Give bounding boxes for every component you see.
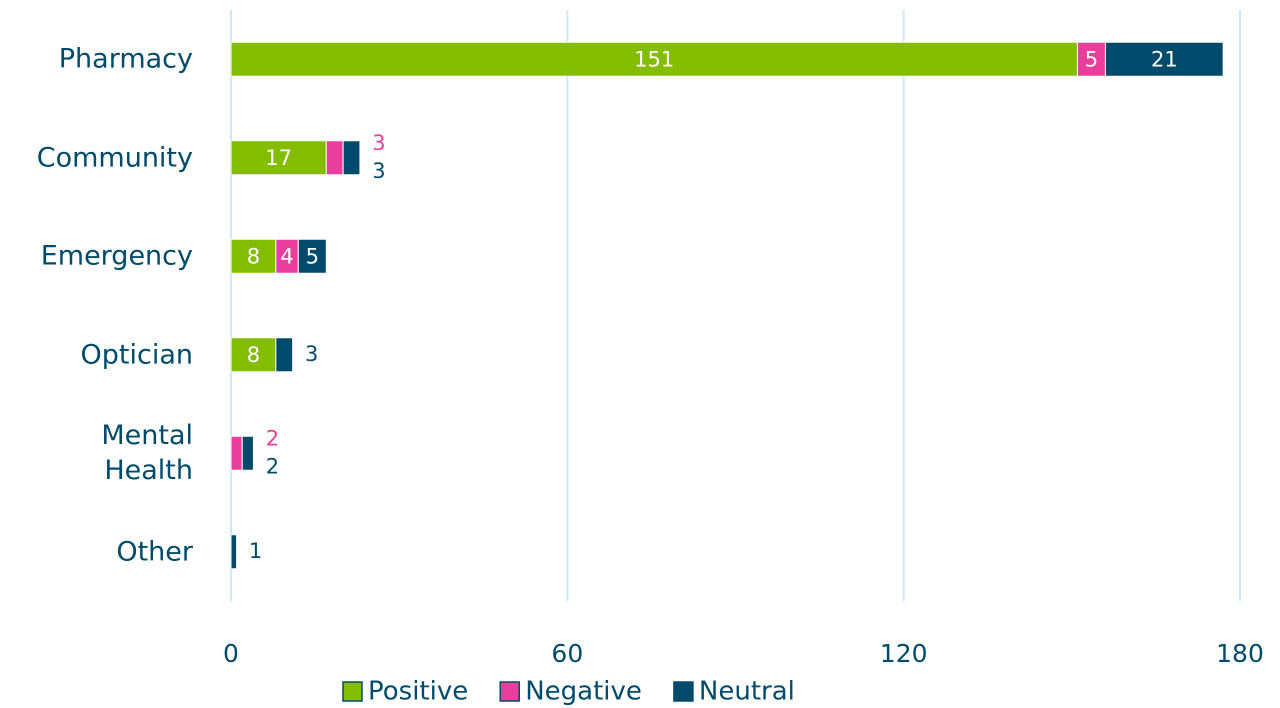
x-tick-label: 120 (880, 639, 928, 668)
x-tick-label: 60 (551, 639, 583, 668)
bar-segment (241, 435, 254, 471)
data-label: 5 (1085, 47, 1098, 71)
data-label: 17 (265, 146, 292, 170)
bar-segment (230, 435, 243, 471)
bar-segment (230, 238, 277, 274)
data-label: 21 (1151, 47, 1178, 71)
legend-label: Negative (525, 677, 642, 707)
data-label: 2 (266, 454, 279, 478)
data-label: 3 (372, 159, 385, 183)
data-label: 4 (280, 244, 293, 268)
bar-segment (342, 140, 361, 176)
data-label: 3 (372, 131, 385, 155)
x-tick-label: 0 (223, 639, 239, 668)
y-tick-label: Community (36, 142, 193, 174)
data-label: 3 (305, 342, 318, 366)
y-tick-label: Mental Health (101, 420, 193, 487)
bar-segment (275, 337, 294, 373)
data-label: 8 (247, 244, 260, 268)
legend-swatch (499, 681, 520, 702)
data-label: 2 (266, 426, 279, 450)
bar-segment (1076, 41, 1106, 77)
legend-swatch (342, 681, 363, 702)
y-tick-label: Optician (80, 339, 193, 371)
y-tick-label: Emergency (40, 240, 193, 272)
legend-label: Positive (368, 677, 468, 707)
y-tick-label: Other (116, 536, 193, 568)
bar-segment (1104, 41, 1224, 77)
bar-segment (325, 140, 344, 176)
data-label: 8 (247, 343, 260, 367)
legend-label: Neutral (699, 677, 795, 707)
data-label: 5 (306, 244, 319, 268)
y-tick-label: Pharmacy (58, 43, 193, 75)
data-label: 151 (634, 47, 674, 71)
data-label: 1 (249, 539, 262, 563)
legend-swatch (673, 681, 694, 702)
x-tick-label: 180 (1216, 639, 1264, 668)
bar-segment (230, 337, 277, 373)
bar-segment (230, 534, 238, 570)
bar-segment (297, 238, 327, 274)
